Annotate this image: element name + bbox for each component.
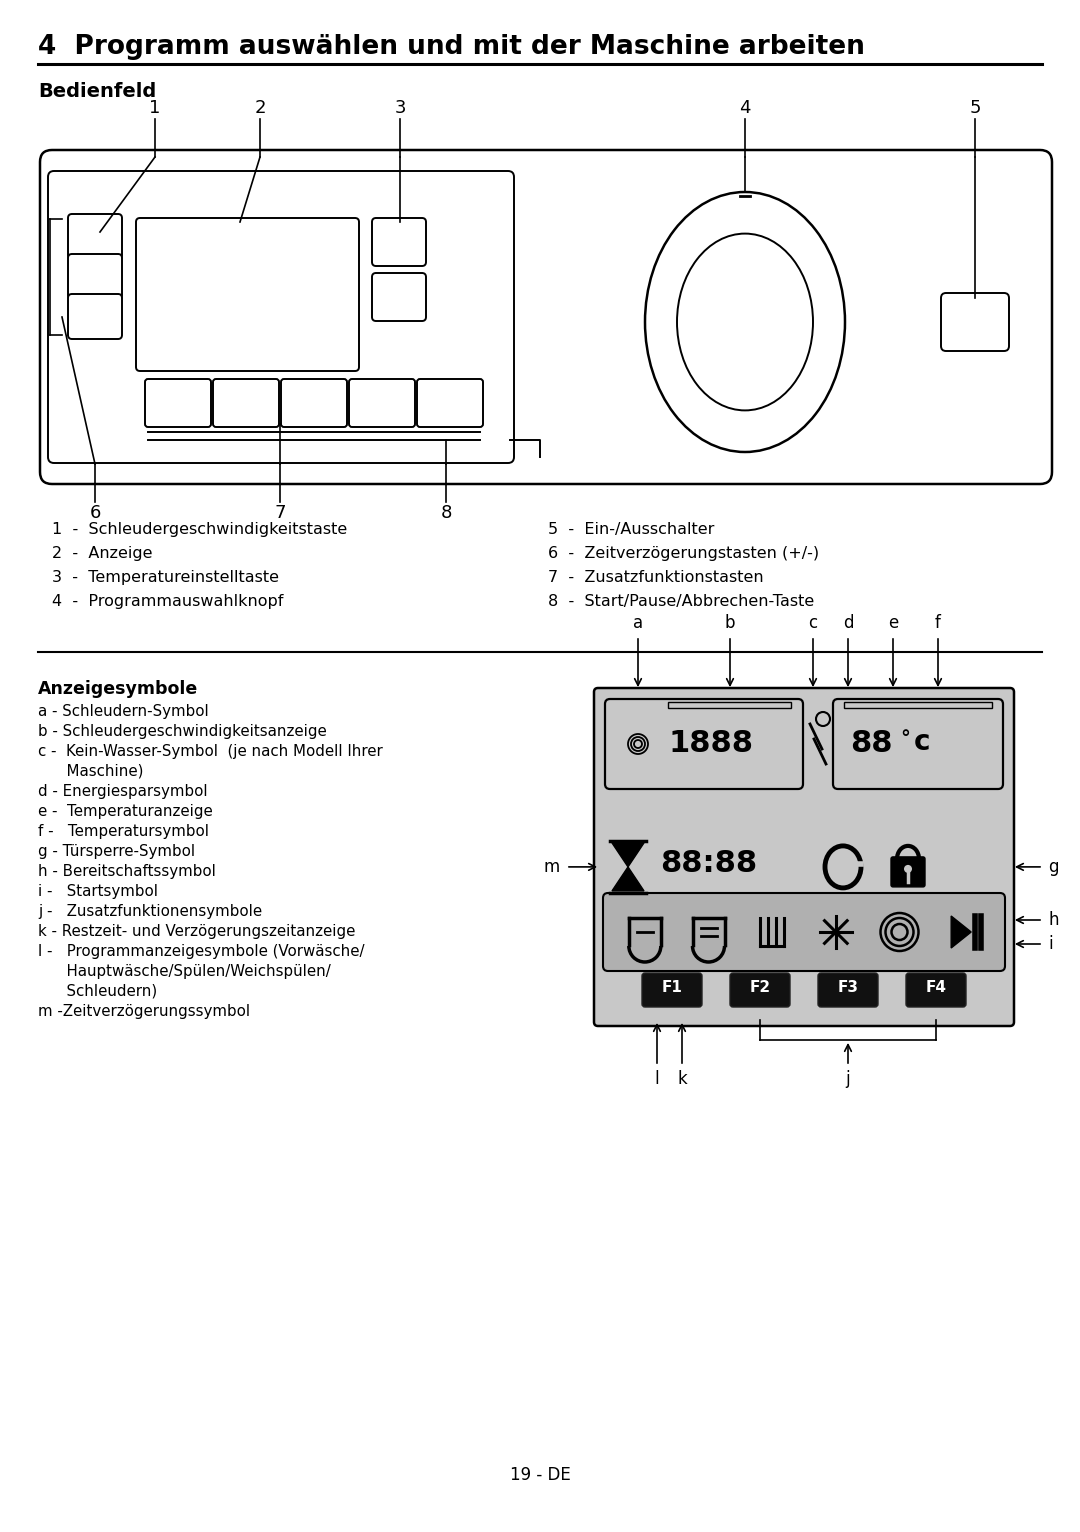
FancyBboxPatch shape bbox=[349, 378, 415, 427]
FancyBboxPatch shape bbox=[642, 973, 702, 1007]
Text: i -   Startsymbol: i - Startsymbol bbox=[38, 884, 158, 899]
Text: 7  -  Zusatzfunktionstasten: 7 - Zusatzfunktionstasten bbox=[548, 570, 764, 585]
Text: F3: F3 bbox=[837, 980, 859, 994]
Circle shape bbox=[904, 866, 912, 873]
Text: j: j bbox=[846, 1069, 850, 1088]
Text: c: c bbox=[914, 728, 931, 755]
Text: f -   Temperatursymbol: f - Temperatursymbol bbox=[38, 824, 210, 840]
Text: i: i bbox=[1048, 935, 1053, 953]
Text: Hauptwäsche/Spülen/Weichspülen/: Hauptwäsche/Spülen/Weichspülen/ bbox=[38, 964, 330, 979]
Text: d: d bbox=[842, 614, 853, 633]
Text: °: ° bbox=[900, 729, 909, 748]
FancyBboxPatch shape bbox=[68, 254, 122, 299]
FancyBboxPatch shape bbox=[145, 378, 211, 427]
FancyBboxPatch shape bbox=[136, 218, 359, 371]
Text: 1: 1 bbox=[149, 100, 161, 116]
Text: h - Bereitschaftssymbol: h - Bereitschaftssymbol bbox=[38, 864, 216, 879]
Text: Bedienfeld: Bedienfeld bbox=[38, 83, 157, 101]
Text: l: l bbox=[654, 1069, 659, 1088]
Text: 4  Programm auswählen und mit der Maschine arbeiten: 4 Programm auswählen und mit der Maschin… bbox=[38, 34, 865, 60]
Text: 19 - DE: 19 - DE bbox=[510, 1466, 570, 1485]
FancyBboxPatch shape bbox=[68, 294, 122, 339]
Text: b: b bbox=[725, 614, 735, 633]
Text: F2: F2 bbox=[750, 980, 770, 994]
FancyBboxPatch shape bbox=[669, 702, 791, 708]
FancyBboxPatch shape bbox=[891, 856, 924, 887]
FancyBboxPatch shape bbox=[603, 893, 1005, 971]
Polygon shape bbox=[612, 867, 644, 892]
Text: Anzeigesymbole: Anzeigesymbole bbox=[38, 680, 199, 699]
Text: m: m bbox=[543, 858, 561, 876]
Text: k: k bbox=[677, 1069, 687, 1088]
Text: Maschine): Maschine) bbox=[38, 764, 144, 778]
Polygon shape bbox=[612, 843, 644, 867]
Text: F1: F1 bbox=[662, 980, 683, 994]
Ellipse shape bbox=[677, 233, 813, 411]
Text: 3  -  Temperatureinstelltaste: 3 - Temperatureinstelltaste bbox=[52, 570, 279, 585]
FancyBboxPatch shape bbox=[372, 273, 426, 322]
FancyBboxPatch shape bbox=[594, 688, 1014, 1026]
Text: 4  -  Programmauswahlknopf: 4 - Programmauswahlknopf bbox=[52, 594, 283, 610]
Text: 1  -  Schleudergeschwindigkeitstaste: 1 - Schleudergeschwindigkeitstaste bbox=[52, 522, 348, 538]
Text: 6: 6 bbox=[90, 504, 100, 522]
FancyBboxPatch shape bbox=[417, 378, 483, 427]
FancyBboxPatch shape bbox=[40, 150, 1052, 484]
Text: 5: 5 bbox=[969, 100, 981, 116]
Text: 2: 2 bbox=[254, 100, 266, 116]
FancyBboxPatch shape bbox=[906, 973, 966, 1007]
FancyBboxPatch shape bbox=[843, 702, 993, 708]
Text: k - Restzeit- und Verzögerungszeitanzeige: k - Restzeit- und Verzögerungszeitanzeig… bbox=[38, 924, 355, 939]
Text: g - Türsperre-Symbol: g - Türsperre-Symbol bbox=[38, 844, 195, 859]
Text: 7: 7 bbox=[274, 504, 286, 522]
Text: e: e bbox=[888, 614, 899, 633]
Text: h: h bbox=[1048, 912, 1058, 928]
Text: c: c bbox=[809, 614, 818, 633]
Text: l -   Programmanzeigesymbole (Vorwäsche/: l - Programmanzeigesymbole (Vorwäsche/ bbox=[38, 944, 365, 959]
Text: 88:88: 88:88 bbox=[660, 849, 757, 878]
Text: 3: 3 bbox=[394, 100, 406, 116]
Text: j -   Zusatzfunktionensymbole: j - Zusatzfunktionensymbole bbox=[38, 904, 262, 919]
FancyBboxPatch shape bbox=[48, 172, 514, 463]
Text: 2  -  Anzeige: 2 - Anzeige bbox=[52, 545, 152, 561]
FancyBboxPatch shape bbox=[730, 973, 789, 1007]
Text: a: a bbox=[633, 614, 643, 633]
Text: 4: 4 bbox=[739, 100, 751, 116]
Ellipse shape bbox=[645, 192, 845, 452]
Text: Schleudern): Schleudern) bbox=[38, 984, 158, 999]
Text: d - Energiesparsymbol: d - Energiesparsymbol bbox=[38, 784, 207, 800]
FancyBboxPatch shape bbox=[372, 218, 426, 267]
FancyBboxPatch shape bbox=[281, 378, 347, 427]
Text: 6  -  Zeitverzögerungstasten (+/-): 6 - Zeitverzögerungstasten (+/-) bbox=[548, 545, 819, 561]
Text: f: f bbox=[935, 614, 941, 633]
Text: g: g bbox=[1048, 858, 1058, 876]
Text: 88: 88 bbox=[850, 729, 892, 758]
Text: b - Schleudergeschwindigkeitsanzeige: b - Schleudergeschwindigkeitsanzeige bbox=[38, 725, 327, 738]
Polygon shape bbox=[951, 916, 971, 948]
FancyBboxPatch shape bbox=[213, 378, 279, 427]
Text: 8  -  Start/Pause/Abbrechen-Taste: 8 - Start/Pause/Abbrechen-Taste bbox=[548, 594, 814, 610]
Text: c -  Kein-Wasser-Symbol  (je nach Modell Ihrer: c - Kein-Wasser-Symbol (je nach Modell I… bbox=[38, 745, 382, 758]
Text: m -Zeitverzögerungssymbol: m -Zeitverzögerungssymbol bbox=[38, 1003, 251, 1019]
Text: F4: F4 bbox=[926, 980, 946, 994]
FancyBboxPatch shape bbox=[68, 214, 122, 259]
FancyBboxPatch shape bbox=[941, 293, 1009, 351]
FancyBboxPatch shape bbox=[818, 973, 878, 1007]
FancyBboxPatch shape bbox=[833, 699, 1003, 789]
FancyBboxPatch shape bbox=[605, 699, 804, 789]
Text: 8: 8 bbox=[441, 504, 451, 522]
Text: a - Schleudern-Symbol: a - Schleudern-Symbol bbox=[38, 705, 208, 719]
Text: e -  Temperaturanzeige: e - Temperaturanzeige bbox=[38, 804, 213, 820]
Text: 1888: 1888 bbox=[669, 729, 753, 758]
Text: 5  -  Ein-/Ausschalter: 5 - Ein-/Ausschalter bbox=[548, 522, 714, 538]
